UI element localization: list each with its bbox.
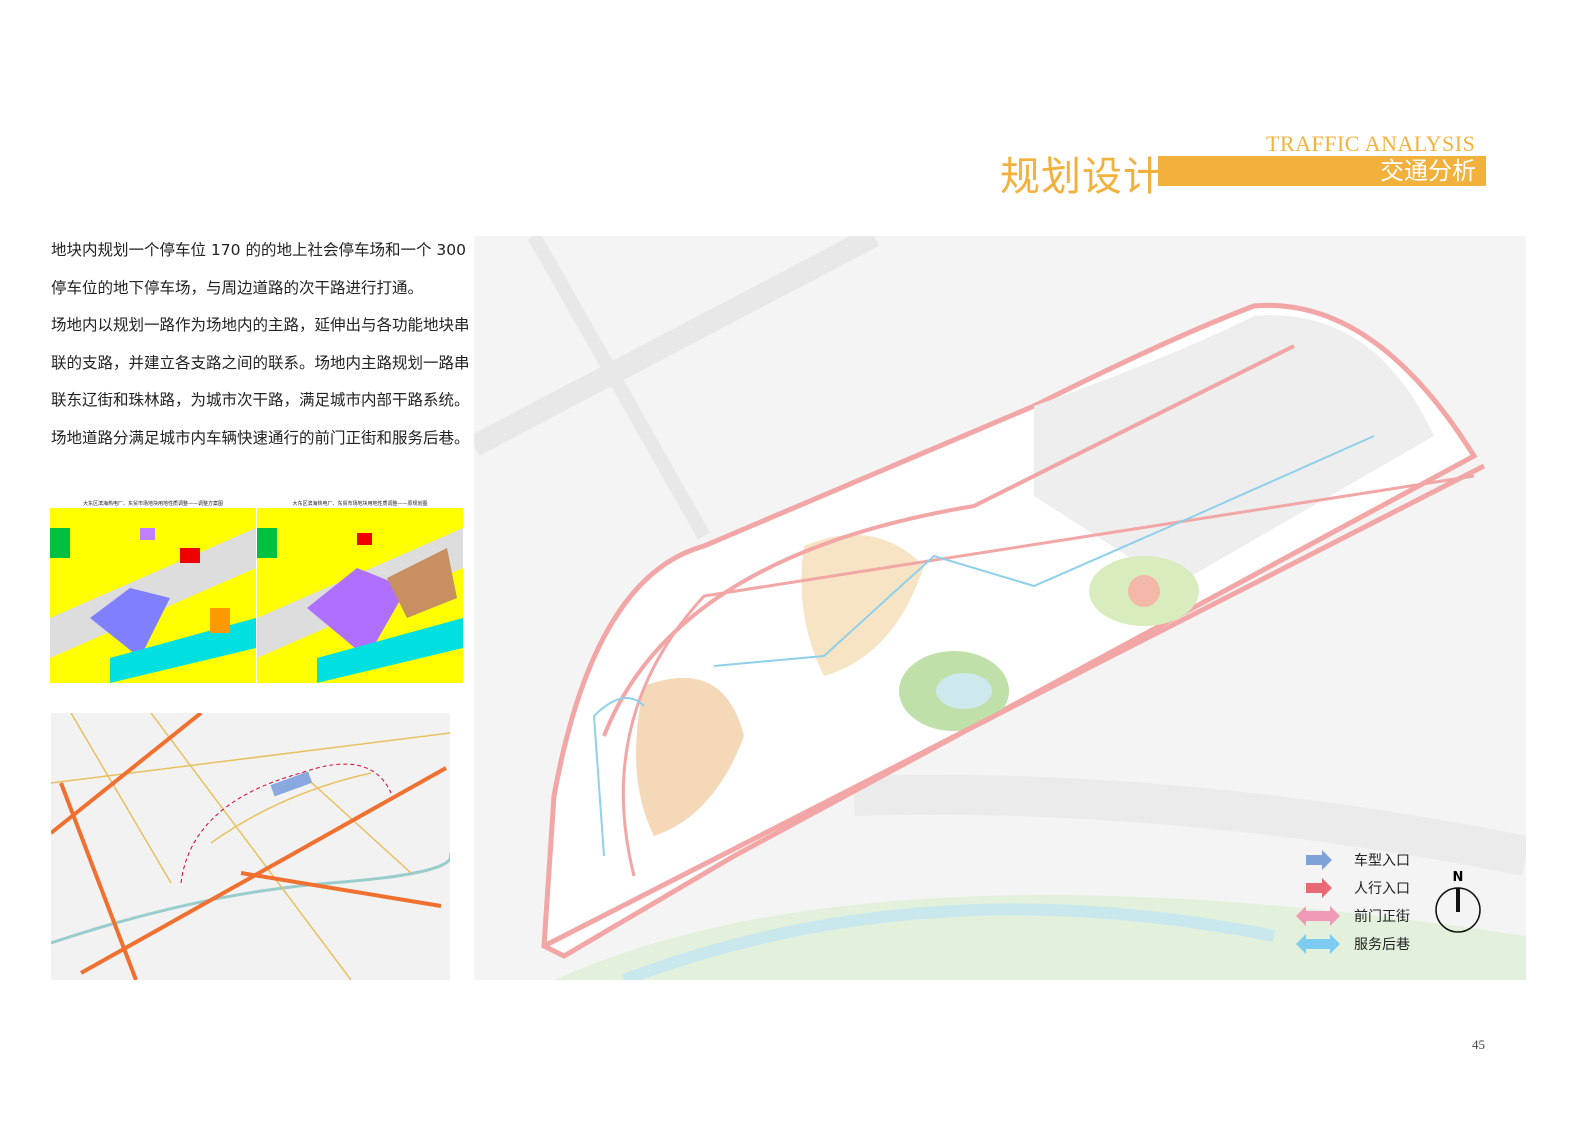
north-label: N [1452,870,1464,885]
pedestrian-entrance-arrow-icon [1306,878,1332,898]
legend-item-front-street: 前门正街 [1296,902,1410,930]
compass-icon [1435,887,1481,933]
paragraph: 场地道路分满足城市内车辆快速通行的前门正街和服务后巷。 [51,428,470,447]
subtitle-en: TRAFFIC ANALYSIS [1266,131,1476,156]
subtitle-cn: 交通分析 [1380,157,1476,185]
body-text: 地块内规划一个停车位 170 的的地上社会停车场和一个 300 停车位的地下停车… [51,232,476,457]
land-use-map-image [257,508,463,696]
land-use-map-image [50,508,256,696]
traffic-analysis-map [474,236,1526,980]
legend-item-vehicle-entrance: 车型入口 [1296,846,1410,874]
site-plan-image [474,236,1526,980]
service-lane-double-arrow-icon [1296,934,1340,954]
paragraph: 场地内以规划一路作为场地内的主路，延伸出与各功能地块串联的支路，并建立各支路之间… [51,316,470,409]
vehicle-entrance-arrow-icon [1306,850,1332,870]
front-street-double-arrow-icon [1296,906,1340,926]
legend-item-pedestrian-entrance: 人行入口 [1296,874,1410,902]
land-use-map-adjusted: 大东区滨海热电厂、东贸市场地块用地性质调整——调整方案图 [50,500,256,696]
legend-item-service-lane: 服务后巷 [1296,930,1410,958]
paragraph: 地块内规划一个停车位 170 的的地上社会停车场和一个 300 停车位的地下停车… [51,241,466,297]
road-network-map [51,713,450,980]
land-use-map-original: 大东区滨海热电厂、东贸市场地块用地性质调整——原规划图 [257,500,463,696]
north-compass: N [1434,870,1482,936]
page-number: 45 [1472,1037,1485,1052]
map-title: 大东区滨海热电厂、东贸市场地块用地性质调整——调整方案图 [50,500,256,508]
page-title: 规划设计 [1000,154,1164,200]
title-bar: 交通分析 [1158,156,1486,186]
map-legend: 车型入口 人行入口 前门正街 服务后巷 [1296,846,1410,958]
map-title: 大东区滨海热电厂、东贸市场地块用地性质调整——原规划图 [257,500,463,508]
road-network-image [51,713,450,980]
